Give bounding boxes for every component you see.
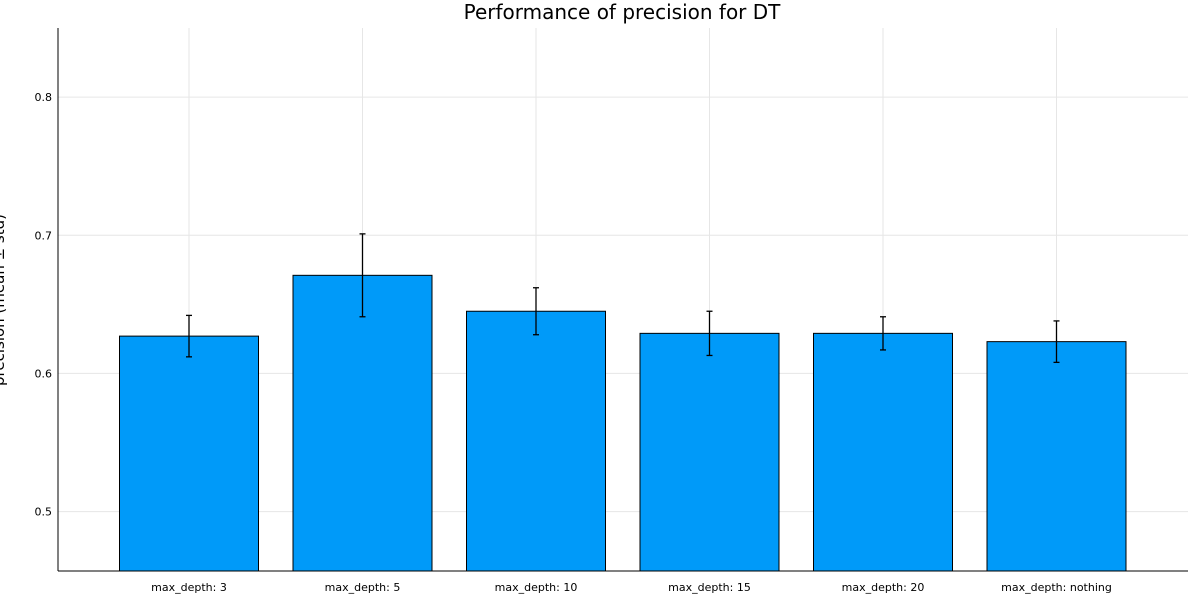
bar (639, 332, 780, 572)
x-tick-labels: max_depth: 3 max_depth: 5 max_depth: 10 max… (151, 581, 1112, 594)
y-tick-labels: 0.5 0.6 0.7 0.8 (35, 91, 53, 519)
error-bar (1053, 320, 1060, 364)
error-bar (880, 316, 886, 351)
y-axis-label: precision (mean ± std) (0, 214, 8, 386)
y-tick-label: 0.5 (35, 506, 53, 519)
bar (292, 274, 433, 572)
axes (57, 28, 1188, 572)
x-tick-label: max_depth: 10 (495, 581, 578, 594)
x-tick-label: max_depth: nothing (1001, 581, 1112, 594)
y-tick-label: 0.7 (35, 229, 53, 242)
x-tick-label: max_depth: 3 (151, 581, 227, 594)
x-tick-label: max_depth: 20 (842, 581, 925, 594)
error-bar (359, 233, 366, 318)
x-tick-label: max_depth: 15 (668, 581, 751, 594)
error-bars (186, 233, 1060, 364)
bar (813, 332, 953, 572)
bar (119, 335, 259, 572)
bar (986, 341, 1127, 572)
chart-title: Performance of precision for DT (464, 0, 782, 24)
y-tick-label: 0.6 (35, 367, 53, 380)
y-tick-label: 0.8 (35, 91, 53, 104)
error-bar (706, 310, 713, 357)
bars (119, 274, 1127, 572)
error-bar (533, 287, 539, 336)
error-bar (186, 314, 192, 358)
x-tick-label: max_depth: 5 (325, 581, 401, 594)
bar (466, 310, 606, 572)
